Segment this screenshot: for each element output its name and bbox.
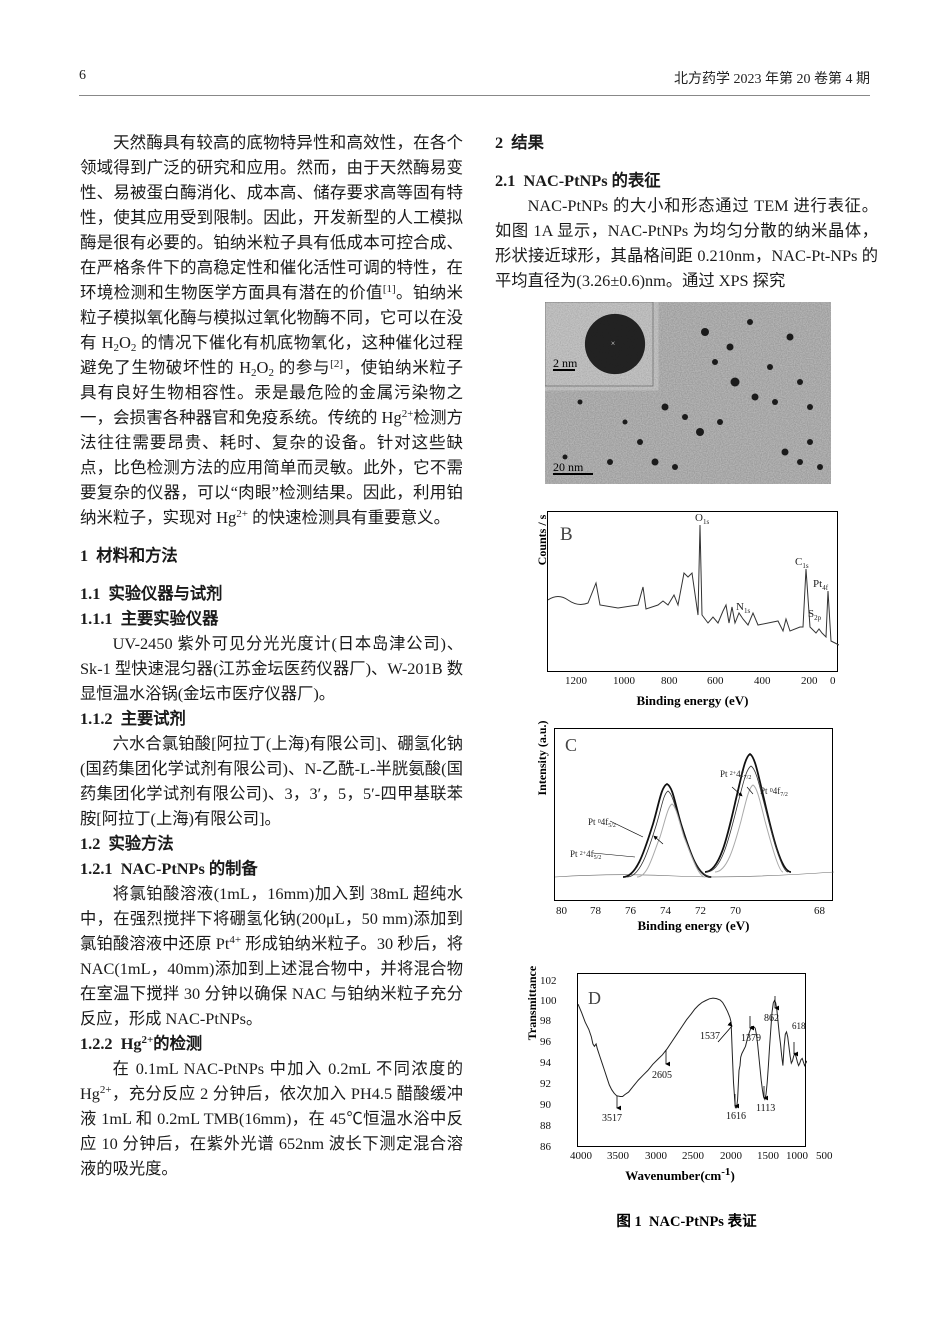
- svg-text:2 nm: 2 nm: [553, 356, 578, 370]
- svg-text:1113: 1113: [756, 1103, 775, 1114]
- svg-text:1379: 1379: [741, 1033, 761, 1044]
- svg-text:Pt4f: Pt4f: [813, 578, 829, 592]
- svg-text:D: D: [588, 988, 601, 1008]
- svg-text:S2p: S2p: [808, 608, 822, 622]
- svg-text:Pt 2+4f5/2: Pt 2+4f5/2: [570, 849, 601, 861]
- svg-text:Pt 2+4f7/2: Pt 2+4f7/2: [720, 769, 751, 781]
- svg-text:C: C: [565, 735, 577, 755]
- svg-text:862: 862: [764, 1013, 779, 1024]
- svg-text:618: 618: [792, 1021, 806, 1031]
- svg-text:2605: 2605: [652, 1070, 672, 1081]
- svg-text:1616: 1616: [726, 1111, 746, 1122]
- svg-text:C1s: C1s: [795, 556, 809, 570]
- svg-text:O1s: O1s: [695, 512, 709, 526]
- svg-text:×: ×: [611, 339, 616, 348]
- svg-text:1537: 1537: [700, 1031, 720, 1042]
- svg-text:N1s: N1s: [736, 601, 750, 615]
- svg-text:20 nm: 20 nm: [553, 460, 584, 474]
- svg-text:B: B: [560, 524, 573, 545]
- svg-text:3517: 3517: [602, 1113, 622, 1124]
- svg-text:Pt 04f5/2: Pt 04f5/2: [588, 817, 616, 829]
